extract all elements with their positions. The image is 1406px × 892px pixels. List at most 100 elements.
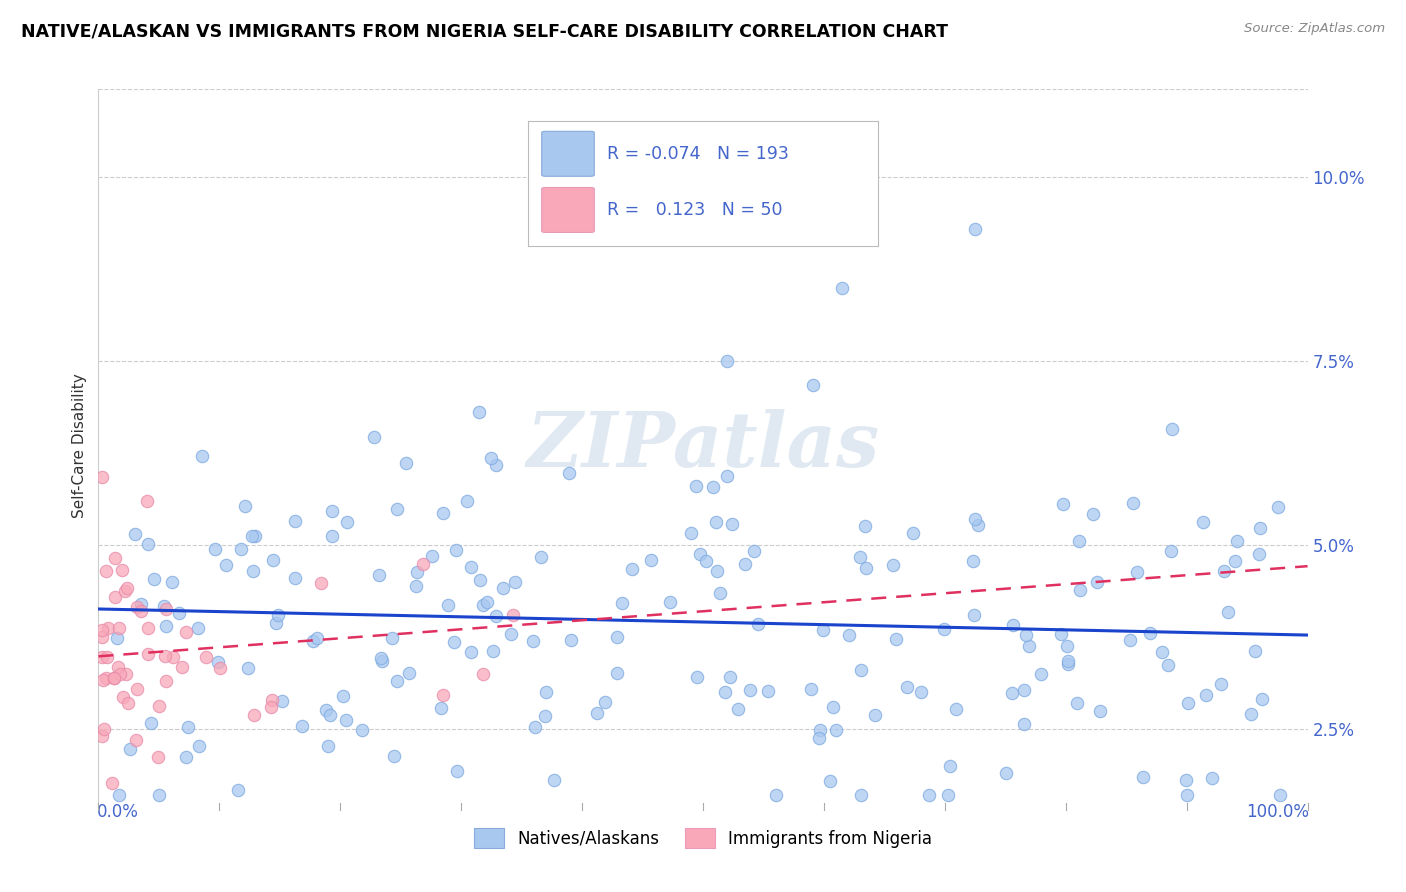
Point: [160, 575, 183, 590]
Point: [849, 789, 872, 803]
Point: [936, 789, 959, 803]
Point: [738, 683, 761, 698]
Point: [141, 716, 163, 731]
Point: [420, 549, 443, 564]
Point: [1240, 707, 1263, 722]
Point: [321, 504, 343, 518]
Point: [679, 526, 702, 541]
Point: [747, 616, 769, 631]
Point: [138, 647, 160, 661]
Point: [1139, 626, 1161, 640]
Point: [716, 469, 738, 483]
Point: [136, 537, 159, 551]
Point: [522, 633, 544, 648]
Point: [1056, 639, 1078, 653]
Point: [502, 607, 524, 622]
Point: [485, 458, 508, 472]
Point: [309, 575, 332, 590]
Point: [1223, 554, 1246, 568]
Text: 100.0%: 100.0%: [1246, 803, 1309, 821]
Point: [1267, 500, 1289, 514]
Point: [153, 648, 176, 663]
Point: [1174, 773, 1197, 788]
Point: [271, 694, 294, 708]
Point: [456, 494, 478, 508]
Point: [367, 568, 389, 582]
Point: [460, 645, 482, 659]
Point: [155, 619, 177, 633]
Point: [491, 582, 513, 596]
Point: [111, 563, 134, 577]
Point: [301, 633, 323, 648]
Point: [1209, 676, 1232, 690]
FancyBboxPatch shape: [541, 131, 595, 177]
Point: [169, 607, 191, 621]
Point: [640, 552, 662, 566]
FancyBboxPatch shape: [541, 187, 595, 233]
Point: [363, 430, 385, 444]
Point: [1119, 633, 1142, 648]
Point: [131, 604, 153, 618]
Point: [91, 650, 114, 665]
Point: [721, 516, 744, 531]
Point: [695, 554, 717, 568]
Point: [91, 624, 114, 638]
Point: [209, 661, 232, 675]
Point: [91, 729, 114, 743]
Point: [243, 707, 266, 722]
Point: [381, 631, 404, 645]
Point: [884, 632, 907, 647]
Point: [332, 689, 354, 703]
Point: [264, 615, 287, 630]
Point: [405, 579, 427, 593]
Point: [172, 660, 194, 674]
Point: [801, 378, 824, 392]
Point: [117, 696, 139, 710]
Point: [702, 480, 724, 494]
Point: [1160, 544, 1182, 558]
Point: [734, 557, 756, 571]
Point: [709, 586, 731, 600]
Point: [395, 456, 418, 470]
Point: [1192, 515, 1215, 529]
Point: [307, 632, 329, 646]
Point: [1161, 422, 1184, 436]
Point: [194, 649, 217, 664]
Point: [385, 502, 408, 516]
Point: [1268, 789, 1291, 803]
Point: [659, 595, 682, 609]
Point: [187, 739, 209, 753]
Point: [965, 512, 987, 526]
Point: [110, 667, 132, 681]
Point: [1251, 692, 1274, 706]
Point: [468, 405, 491, 419]
Point: [1014, 628, 1036, 642]
Point: [530, 549, 553, 564]
Point: [112, 690, 135, 704]
Point: [932, 622, 955, 636]
Point: [1052, 497, 1074, 511]
Point: [714, 684, 737, 698]
Point: [446, 764, 468, 779]
Point: [824, 723, 846, 737]
Point: [820, 774, 842, 789]
Point: [229, 542, 252, 557]
Point: [100, 776, 122, 790]
Point: [107, 789, 129, 803]
Point: [429, 700, 451, 714]
Point: [1081, 508, 1104, 522]
Point: [851, 664, 873, 678]
Point: [103, 671, 125, 685]
Point: [853, 519, 876, 533]
Point: [96, 650, 118, 665]
Point: [316, 739, 339, 753]
Point: [1012, 717, 1035, 731]
Point: [716, 354, 738, 368]
Point: [125, 733, 148, 747]
Point: [215, 558, 238, 573]
Point: [262, 693, 284, 707]
Legend: Natives/Alaskans, Immigrants from Nigeria: Natives/Alaskans, Immigrants from Nigeri…: [468, 822, 938, 855]
Point: [903, 526, 925, 541]
Point: [97, 622, 120, 636]
Point: [190, 450, 212, 464]
